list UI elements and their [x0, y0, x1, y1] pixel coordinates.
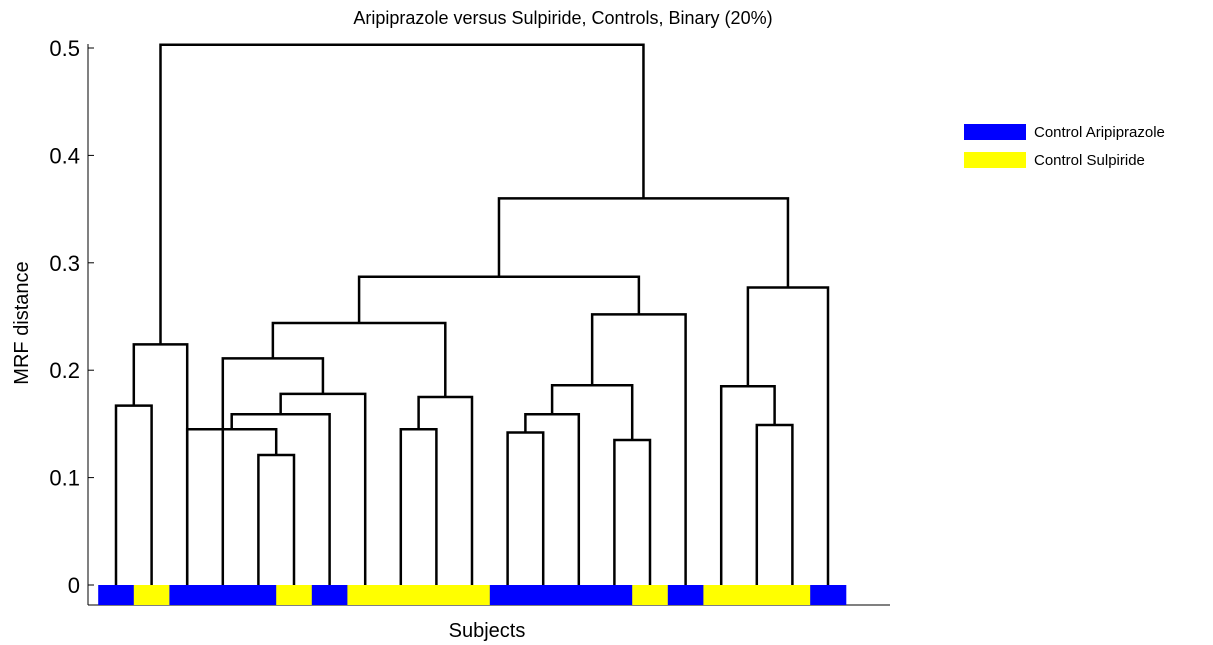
dendrogram-link [508, 432, 544, 585]
y-tick-label: 0.3 [49, 251, 80, 276]
dendrogram-link [134, 344, 187, 585]
leaf-color-segment [597, 585, 633, 605]
y-tick-label: 0.1 [49, 466, 80, 491]
dendrogram-link [592, 314, 685, 585]
x-axis-label: Subjects [449, 620, 526, 642]
leaf-color-segment [703, 585, 739, 605]
dendrogram-link [161, 45, 644, 345]
dendrogram-links [116, 45, 828, 585]
dendrogram-link [419, 397, 472, 585]
leaf-color-segment [810, 585, 846, 605]
y-axis-label: MRF distance [11, 261, 33, 384]
dendrogram-link [721, 386, 774, 585]
leaf-color-segment [561, 585, 597, 605]
y-tick-label: 0.2 [49, 358, 80, 383]
leaf-color-segment [454, 585, 490, 605]
legend-swatch [964, 152, 1026, 168]
leaf-color-segment [668, 585, 704, 605]
dendrogram-link [525, 414, 578, 585]
leaf-color-segment [739, 585, 775, 605]
leaf-color-segment [134, 585, 170, 605]
dendrogram-link [273, 323, 445, 397]
leaf-color-bar [98, 585, 846, 605]
leaf-color-segment [276, 585, 312, 605]
dendrogram-link [499, 198, 788, 287]
y-axis: 0 0.1 0.2 0.3 0.4 0.5 [49, 36, 94, 605]
leaf-color-segment [490, 585, 526, 605]
leaf-color-segment [312, 585, 348, 605]
y-tick-label: 0.4 [49, 143, 80, 168]
leaf-color-segment [775, 585, 811, 605]
leaf-color-segment [419, 585, 455, 605]
chart-title: Aripiprazole versus Sulpiride, Controls,… [353, 8, 772, 28]
leaf-color-segment [383, 585, 419, 605]
dendrogram-link [748, 288, 828, 585]
dendrogram-link [614, 440, 650, 585]
legend-label: Control Aripiprazole [1034, 124, 1165, 141]
legend: Control Aripiprazole Control Sulpiride [964, 124, 1165, 169]
dendrogram-link [187, 429, 276, 585]
leaf-color-segment [632, 585, 668, 605]
leaf-color-segment [241, 585, 277, 605]
dendrogram-link [359, 277, 639, 323]
y-tick-label: 0 [68, 573, 80, 598]
dendrogram-link [258, 455, 294, 585]
legend-swatch [964, 124, 1026, 140]
y-tick-label: 0.5 [49, 36, 80, 61]
dendrogram-link [232, 414, 330, 585]
dendrogram-link [552, 385, 632, 440]
leaf-color-segment [98, 585, 134, 605]
legend-label: Control Sulpiride [1034, 152, 1145, 169]
leaf-color-segment [525, 585, 561, 605]
leaf-color-segment [169, 585, 205, 605]
dendrogram-link [223, 358, 323, 585]
dendrogram-link [116, 406, 152, 585]
dendrogram-link [757, 425, 793, 585]
dendrogram-link [401, 429, 437, 585]
leaf-color-segment [347, 585, 383, 605]
leaf-color-segment [205, 585, 241, 605]
